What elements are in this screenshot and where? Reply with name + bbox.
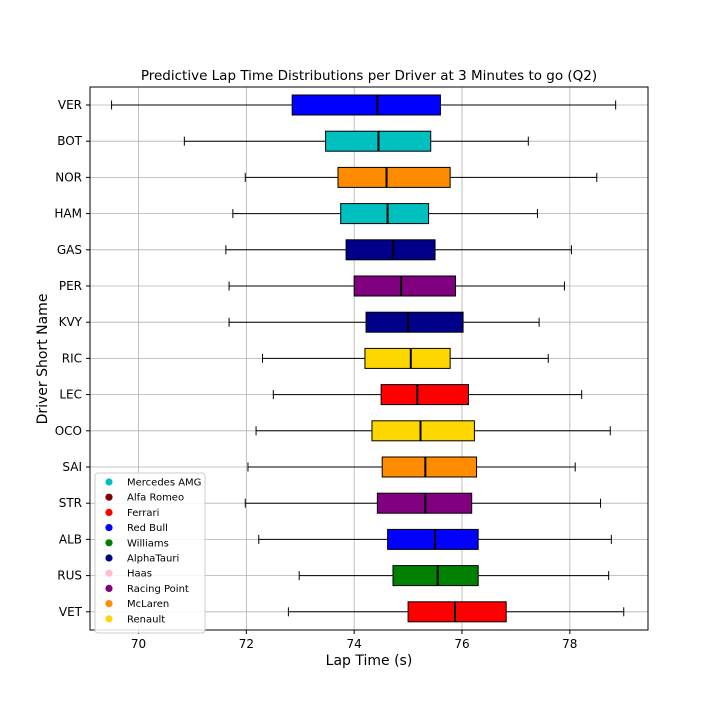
iqr-box [291,94,441,116]
box-str [244,492,602,514]
box-kvy [228,311,540,333]
iqr-box [353,275,457,297]
chart-title: Predictive Lap Time Distributions per Dr… [141,68,597,84]
legend-marker-racing-point [105,584,113,593]
x-tick-label: 70 [131,637,146,651]
box-layer [111,94,625,623]
iqr-box [365,311,464,333]
y-tick-label-str: STR [59,496,82,510]
iqr-box [371,420,475,442]
box-lec [272,384,583,406]
legend-label-ferrari: Ferrari [127,508,159,519]
box-ham [232,203,538,225]
legend-label-red-bull: Red Bull [127,523,168,534]
legend-marker-ferrari [105,508,113,516]
box-oco [255,420,611,442]
legend-marker-renault [105,615,113,623]
iqr-box [387,528,479,550]
box-ver [111,94,617,116]
iqr-box [392,565,479,587]
box-vet [287,601,625,623]
y-tick-label-vet: VET [59,605,83,619]
legend-label-haas: Haas [127,569,152,580]
box-gas [225,239,572,261]
legend-marker-alfa-romeo [105,493,113,501]
iqr-box [407,601,507,623]
y-tick-label-oco: OCO [55,424,82,438]
iqr-box [364,347,451,369]
tick-layer: 70 72 74 76 78 VER BOT NOR HAM GAS PER KVY RIC LEC OCO… [54,98,577,651]
x-tick-label: 78 [562,637,577,651]
y-tick-label-ham: HAM [54,207,82,221]
y-tick-label-per: PER [59,279,82,293]
box-bot [183,130,529,152]
legend-label-alphatauri: AlphaTauri [127,554,179,565]
box-alb [258,528,612,550]
y-tick-label-kvy: KVY [59,315,83,329]
legend-marker-haas [105,569,113,577]
legend-label-renault: Renault [127,614,165,625]
y-tick-label-ver: VER [58,98,82,112]
x-tick-label: 72 [239,637,254,651]
iqr-box [340,203,430,225]
legend-label-mclaren: McLaren [127,599,169,610]
y-tick-label-lec: LEC [59,388,82,402]
y-tick-label-sai: SAI [62,460,82,474]
x-tick-label: 76 [454,637,469,651]
box-rus [298,565,610,587]
iqr-box [345,239,436,261]
box-sai [247,456,576,478]
legend-marker-alphatauri [105,554,113,562]
y-tick-label-nor: NOR [55,170,82,184]
y-tick-label-alb: ALB [59,532,82,546]
legend-marker-williams [105,539,113,547]
iqr-box [337,166,451,188]
legend-marker-mercedes-amg [105,478,113,486]
box-ric [262,347,549,369]
iqr-box [380,384,469,406]
y-tick-label-gas: GAS [57,243,82,257]
y-axis-label: Driver Short Name [35,294,51,425]
legend-label-mercedes-amg: Mercedes AMG [127,478,201,489]
box-per [228,275,565,297]
legend-label-racing-point: Racing Point [127,584,189,595]
legend-box [94,472,206,634]
y-tick-label-rus: RUS [57,569,82,583]
legend-label-williams: Williams [127,538,169,549]
iqr-box [381,456,478,478]
box-nor [244,166,598,188]
legend: Mercedes AMG Alfa Romeo Ferrari Red Bull Wil… [94,472,206,634]
y-tick-label-ric: RIC [62,351,82,365]
legend-marker-mclaren [105,600,113,608]
x-tick-label: 74 [347,637,362,651]
legend-label-alfa-romeo: Alfa Romeo [127,493,184,504]
x-axis-label: Lap Time (s) [326,653,413,669]
y-tick-label-bot: BOT [57,134,82,148]
legend-marker-red-bull [105,524,113,532]
